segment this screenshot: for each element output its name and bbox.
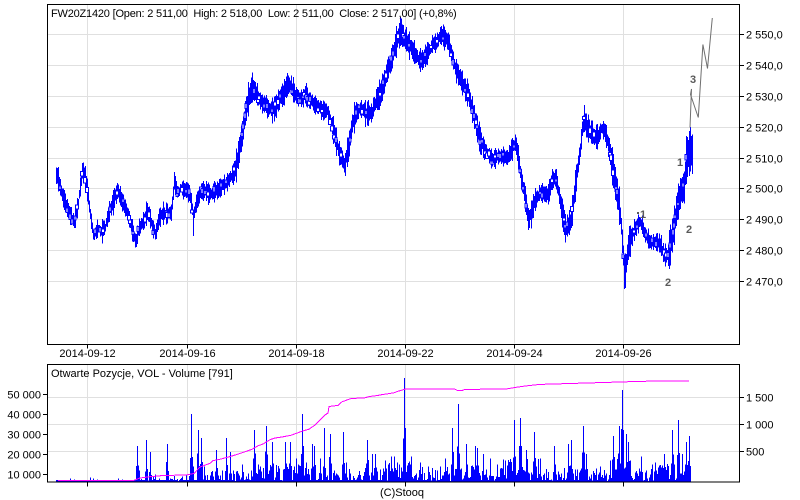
svg-text:2 500,0: 2 500,0	[746, 184, 783, 196]
svg-text:2 510,0: 2 510,0	[746, 154, 783, 166]
svg-text:20 000: 20 000	[7, 450, 41, 462]
svg-text:2014-09-12: 2014-09-12	[59, 348, 115, 360]
svg-text:2014-09-16: 2014-09-16	[159, 348, 215, 360]
svg-text:2014-09-26: 2014-09-26	[595, 348, 651, 360]
svg-text:2: 2	[665, 277, 671, 289]
svg-text:2 480,0: 2 480,0	[746, 246, 783, 258]
svg-text:2 520,0: 2 520,0	[746, 123, 783, 135]
svg-text:1 500: 1 500	[746, 393, 774, 405]
svg-text:500: 500	[746, 447, 764, 459]
svg-text:1: 1	[677, 157, 683, 169]
svg-text:10 000: 10 000	[7, 470, 41, 482]
svg-text:1 000: 1 000	[746, 420, 774, 432]
svg-text:2014-09-22: 2014-09-22	[377, 348, 433, 360]
svg-text:30 000: 30 000	[7, 430, 41, 442]
svg-text:2 550,0: 2 550,0	[746, 30, 783, 42]
svg-text:2 490,0: 2 490,0	[746, 215, 783, 227]
svg-text:1: 1	[640, 209, 646, 221]
svg-text:2: 2	[686, 224, 692, 236]
svg-text:(C)Stooq: (C)Stooq	[380, 487, 424, 499]
svg-text:Otwarte Pozycje, VOL - Volume: Otwarte Pozycje, VOL - Volume [791]	[51, 368, 233, 380]
svg-text:50 000: 50 000	[7, 390, 41, 402]
svg-text:3: 3	[690, 74, 696, 86]
svg-text:2 470,0: 2 470,0	[746, 277, 783, 289]
svg-text:2014-09-24: 2014-09-24	[486, 348, 542, 360]
svg-text:FW20Z1420 [Open: 2 511,00 Hig: FW20Z1420 [Open: 2 511,00 High: 2 518,00…	[51, 8, 456, 20]
svg-text:2 530,0: 2 530,0	[746, 92, 783, 104]
svg-text:2014-09-18: 2014-09-18	[268, 348, 324, 360]
svg-text:2 540,0: 2 540,0	[746, 61, 783, 73]
svg-text:40 000: 40 000	[7, 410, 41, 422]
